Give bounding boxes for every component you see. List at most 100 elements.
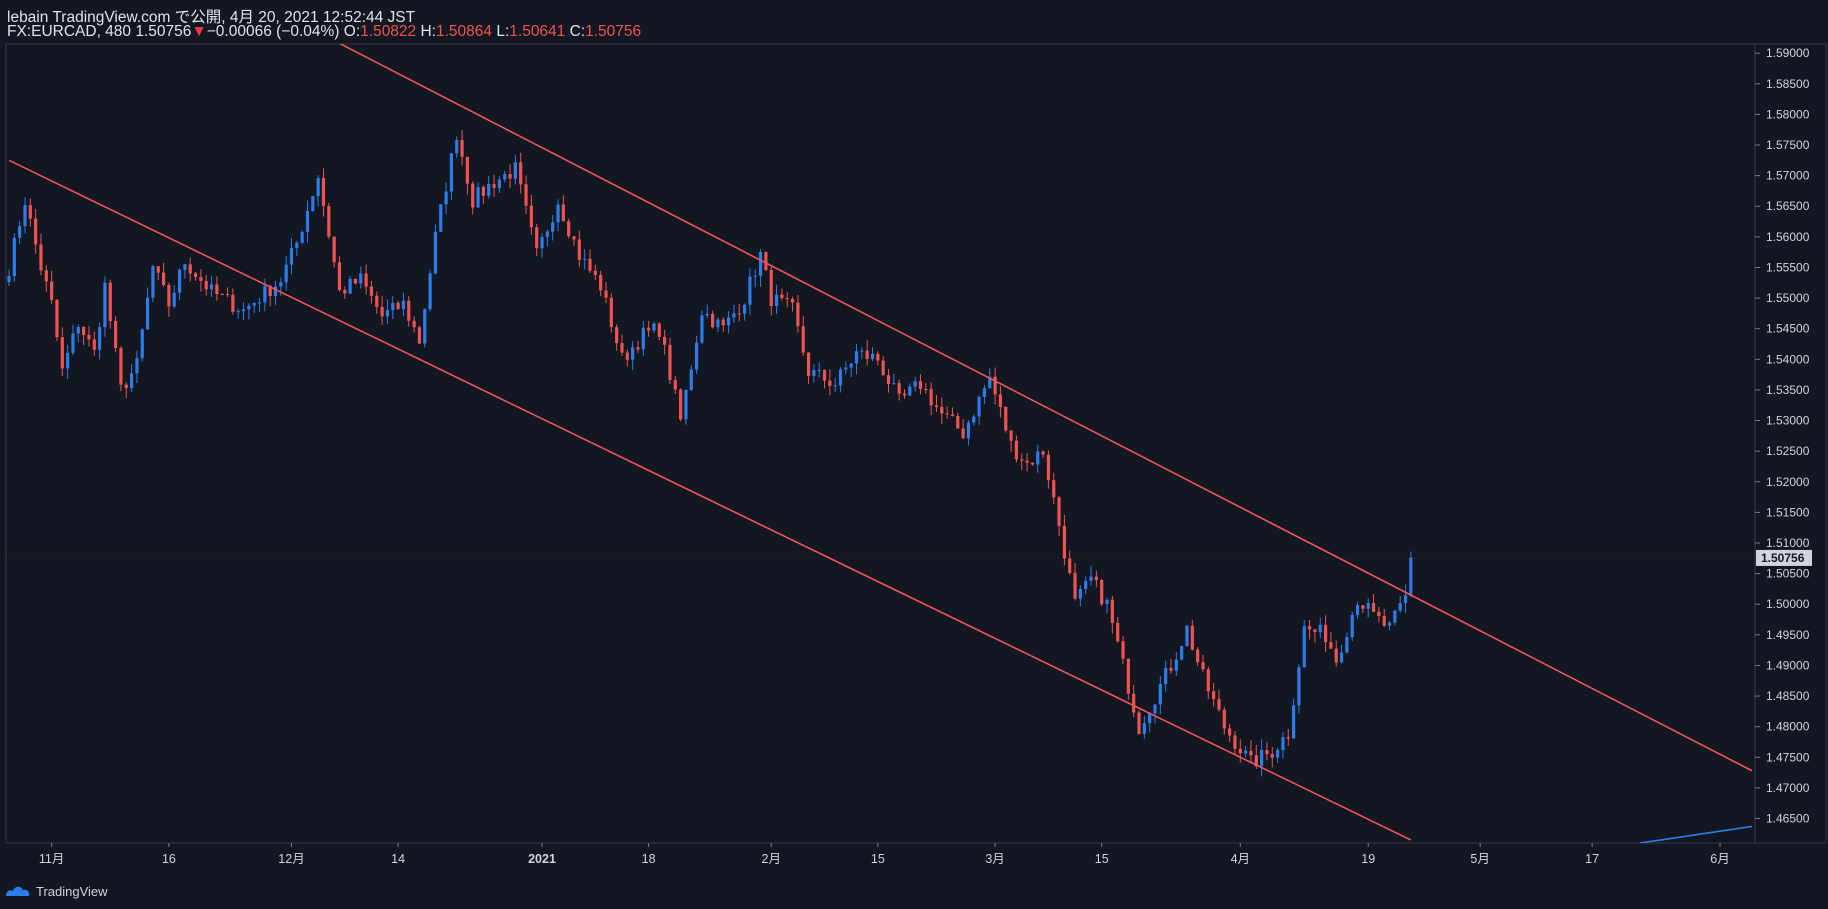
- brand-label[interactable]: TradingView: [36, 883, 108, 899]
- candle-body: [556, 204, 560, 223]
- candle-body: [1228, 728, 1232, 736]
- candle-body: [103, 282, 107, 328]
- candle-body: [380, 306, 384, 317]
- candle-body: [529, 205, 533, 228]
- candle-body: [988, 376, 992, 389]
- candle-body: [359, 273, 363, 284]
- candle-body: [1089, 576, 1093, 581]
- candle-body: [1164, 668, 1168, 685]
- candle-body: [897, 383, 901, 394]
- candle-body: [183, 264, 187, 270]
- time-tick-label: 17: [1585, 852, 1599, 866]
- symbol-label[interactable]: FX:EURCAD, 480: [7, 23, 132, 40]
- candle-body: [977, 396, 981, 417]
- candle-body: [114, 321, 118, 348]
- price-tick-label: 1.53000: [1766, 414, 1810, 428]
- candle-body: [7, 276, 11, 283]
- candle-body: [167, 284, 171, 307]
- candle-body: [710, 313, 715, 328]
- candle-body: [1137, 712, 1141, 734]
- candle-body: [247, 305, 251, 310]
- candle-body: [865, 350, 869, 360]
- candle-body: [199, 277, 203, 281]
- candle-body: [1158, 684, 1162, 705]
- close-value: 1.50756: [585, 23, 642, 40]
- candle-body: [316, 177, 320, 197]
- candle-body: [513, 162, 517, 179]
- candle-body: [401, 300, 406, 310]
- candle-body: [545, 231, 549, 237]
- candle-body: [412, 320, 416, 328]
- candle-body: [1403, 595, 1408, 604]
- candle-body: [572, 236, 576, 240]
- price-tick-label: 1.49500: [1766, 628, 1810, 642]
- close-label: C:: [569, 23, 586, 40]
- price-change: −0.00066 (−0.04%): [206, 23, 340, 40]
- candle-body: [1062, 525, 1066, 559]
- time-tick-label: 4月: [1231, 852, 1250, 866]
- candle-body: [1030, 462, 1035, 465]
- candle-body: [396, 302, 400, 310]
- candle-body: [700, 315, 704, 343]
- candle-body: [758, 252, 763, 276]
- candle-body: [881, 360, 885, 376]
- candle-body: [82, 327, 86, 335]
- candle-body: [950, 414, 955, 416]
- candle-body: [924, 388, 928, 390]
- candle-body: [647, 327, 651, 331]
- candle-body: [353, 278, 358, 284]
- candle-body: [119, 347, 123, 385]
- publish-info: lebain TradingView.com で公開, 4月 20, 2021 …: [7, 5, 415, 27]
- candle-body: [1233, 735, 1237, 749]
- candle-body: [929, 388, 933, 406]
- candle-body: [588, 258, 592, 271]
- candle-body: [391, 302, 395, 311]
- candle-body: [822, 369, 827, 381]
- candle-body: [705, 313, 709, 316]
- candle-body: [1174, 659, 1178, 671]
- candle-body: [913, 381, 917, 387]
- candle-body: [945, 413, 949, 415]
- candle-body: [71, 333, 75, 353]
- candle-body: [1132, 693, 1136, 713]
- open-value: 1.50822: [360, 23, 417, 40]
- candle-body: [833, 385, 837, 387]
- candle-body: [321, 177, 326, 207]
- candle-body: [663, 336, 667, 345]
- candle-body: [1323, 624, 1328, 643]
- low-value: 1.50641: [509, 23, 566, 40]
- candle-body: [657, 323, 661, 337]
- candle-body: [1020, 459, 1024, 461]
- candle-body: [780, 294, 784, 299]
- candle-body: [263, 285, 267, 303]
- candles: [7, 130, 1413, 777]
- candle-body: [487, 184, 491, 196]
- candle-body: [844, 367, 848, 370]
- candle-body: [1180, 646, 1184, 660]
- candle-body: [332, 236, 336, 263]
- price-tick-label: 1.52000: [1766, 475, 1810, 489]
- candle-body: [1270, 754, 1274, 758]
- candle-body: [44, 270, 48, 282]
- candle-body: [327, 206, 331, 237]
- candle-body: [151, 266, 155, 298]
- candle-body: [295, 242, 299, 248]
- candle-body: [257, 302, 262, 304]
- time-tick-label: 2021: [528, 852, 556, 866]
- candle-body: [252, 302, 256, 306]
- candle-body: [369, 286, 374, 296]
- candle-body: [1377, 611, 1381, 617]
- candle-body: [1094, 576, 1098, 581]
- candle-body: [1036, 451, 1040, 465]
- candle-body: [721, 319, 725, 326]
- candle-body: [732, 313, 736, 318]
- price-tick-label: 1.50500: [1766, 567, 1810, 581]
- candle-body: [812, 370, 816, 376]
- candle-body: [1387, 622, 1392, 626]
- candle-body: [748, 276, 752, 305]
- candle-body: [34, 218, 38, 245]
- candle-body: [625, 352, 629, 360]
- price-tick-label: 1.54500: [1766, 322, 1810, 336]
- chart-header: lebain TradingView.com で公開, 4月 20, 2021 …: [0, 0, 1828, 44]
